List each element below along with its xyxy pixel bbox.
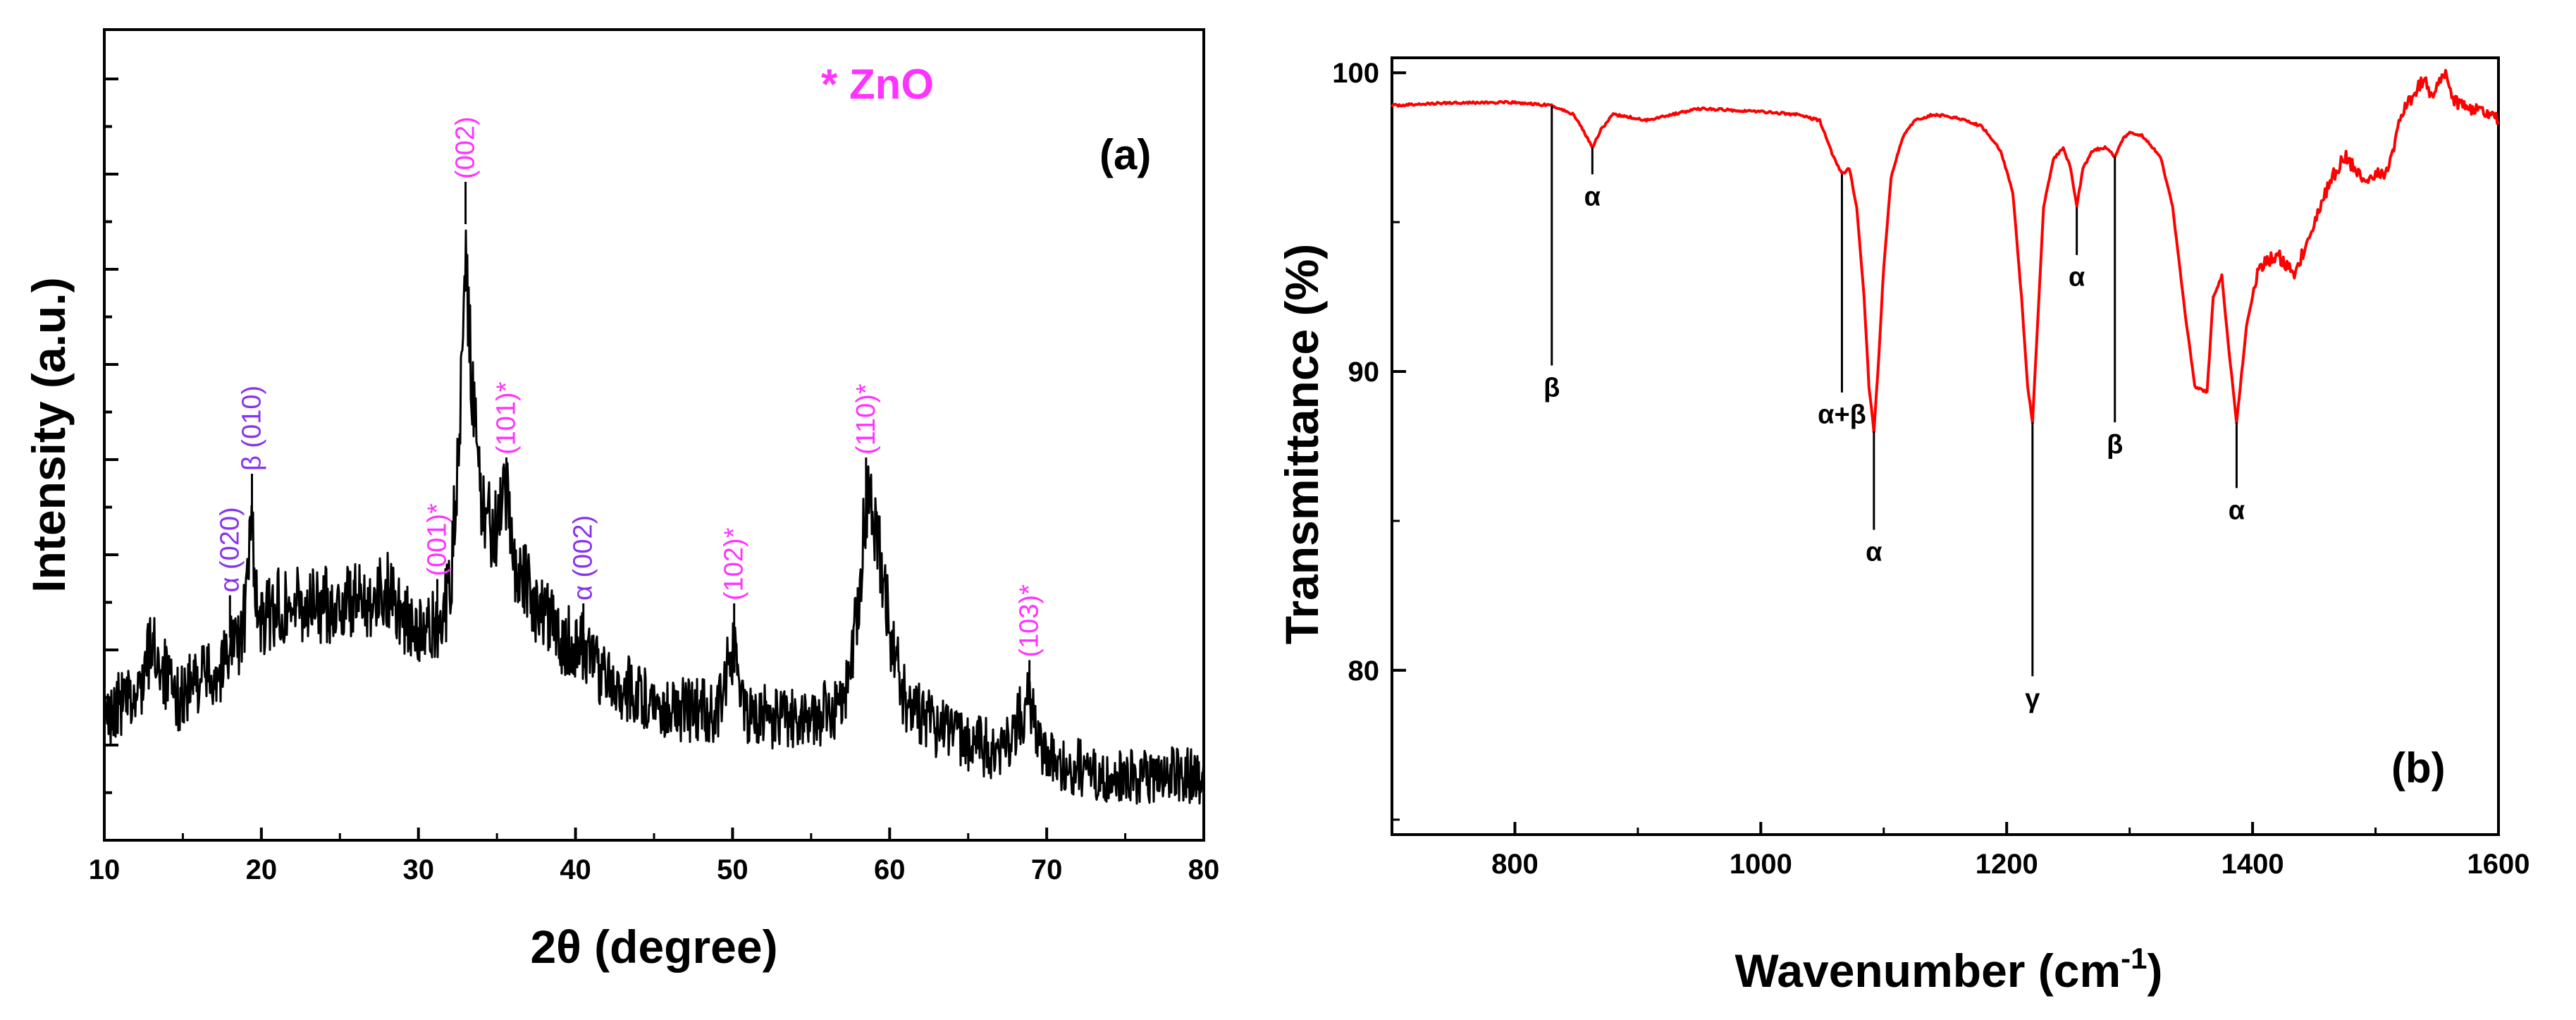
panel-a-peak-label: (110)* <box>851 383 881 455</box>
panel-a-peak-label: (103)* <box>1015 584 1044 658</box>
panel-b-annotation-label: α <box>2069 263 2085 293</box>
panel-a-ticks: 10 20 30 40 50 60 70 80 <box>89 78 1220 885</box>
panel-b-annotation-label: α+β <box>1818 400 1866 430</box>
panel-b-label: (b) <box>2391 744 2446 792</box>
panel-b-annotations: β α α+β α γ α β α <box>1543 105 2245 713</box>
panel-a-xtick-label: 50 <box>717 854 748 885</box>
panel-b-annotation-label: α <box>1584 182 1601 211</box>
panel-b-ytick-label: 100 <box>1332 58 1379 89</box>
panel-a-xtick-label: 10 <box>89 854 121 885</box>
panel-b-ylabel: Transmittance (%) <box>1276 244 1328 644</box>
panel-a-xlabel: 2θ (degree) <box>530 921 777 973</box>
panel-a-xtick-label: 40 <box>560 854 591 885</box>
panel-b-ticks: 800 1000 1200 1400 1600 80 90 100 <box>1332 58 2529 880</box>
panel-a-xtick-label: 20 <box>246 854 278 885</box>
panel-b-xtick-label: 1200 <box>1976 849 2038 880</box>
panel-b-series <box>1391 68 2500 434</box>
panel-b-xlabel: Wavenumber (cm-1) <box>1734 942 2162 997</box>
panel-a-peak-label: (001)* <box>422 503 452 577</box>
panel-b-xtick-label: 1000 <box>1730 849 1792 880</box>
panel-a-xtick-label: 60 <box>874 854 906 885</box>
panel-b-xlabel-main: Wavenumber (cm <box>1734 945 2121 997</box>
panel-b-xlabel-end: ) <box>2147 945 2163 997</box>
panel-b-xlabel-superscript: -1 <box>2121 942 2147 975</box>
panel-a-peak-label: (002) <box>451 116 481 179</box>
panel-a-series-line <box>103 229 1205 805</box>
panel-a-peak-labels: α (020) β (010) (001)* (002) (101)* α (002) (1… <box>215 116 1044 657</box>
panel-a-xtick-label: 70 <box>1031 854 1063 885</box>
panel-b: 800 1000 1200 1400 1600 80 90 100 β α α+β α γ α β α Wa… <box>1276 56 2529 997</box>
panel-a-series <box>103 229 1205 805</box>
panel-a-peak-label: α (002) <box>569 515 598 601</box>
panel-a-label: (a) <box>1099 131 1151 178</box>
panel-b-xtick-label: 800 <box>1491 849 1539 880</box>
panel-b-ytick-label: 80 <box>1348 656 1380 687</box>
panel-b-annotation-label: α <box>2229 496 2245 525</box>
panel-b-xtick-label: 1400 <box>2221 849 2284 880</box>
panel-b-plot-frame <box>1391 56 2500 836</box>
legend-note-zno: * ZnO <box>821 61 934 108</box>
panel-a-peak-label: (102)* <box>720 527 749 601</box>
panel-b-xtick-label: 1600 <box>2467 849 2530 880</box>
panel-b-ytick-label: 90 <box>1348 357 1380 388</box>
panel-b-series-line <box>1391 68 2500 434</box>
panel-a: 10 20 30 40 50 60 70 80 α (020) β (010) (001)* (00… <box>23 28 1220 973</box>
panel-b-annotation-label: β <box>1543 374 1560 403</box>
panel-a-peak-label: α (020) <box>215 507 245 592</box>
panel-a-xtick-label: 80 <box>1188 854 1220 885</box>
panel-a-ylabel: Intensity (a.u.) <box>23 277 75 592</box>
panel-b-annotation-label: β <box>2107 430 2123 460</box>
panel-a-xtick-label: 30 <box>402 854 434 885</box>
panel-a-peak-label: (101)* <box>492 381 522 455</box>
panel-b-annotation-label: α <box>1866 538 1882 567</box>
panel-a-peak-label: β (010) <box>237 386 266 471</box>
panel-b-annotation-label: γ <box>2025 684 2040 713</box>
